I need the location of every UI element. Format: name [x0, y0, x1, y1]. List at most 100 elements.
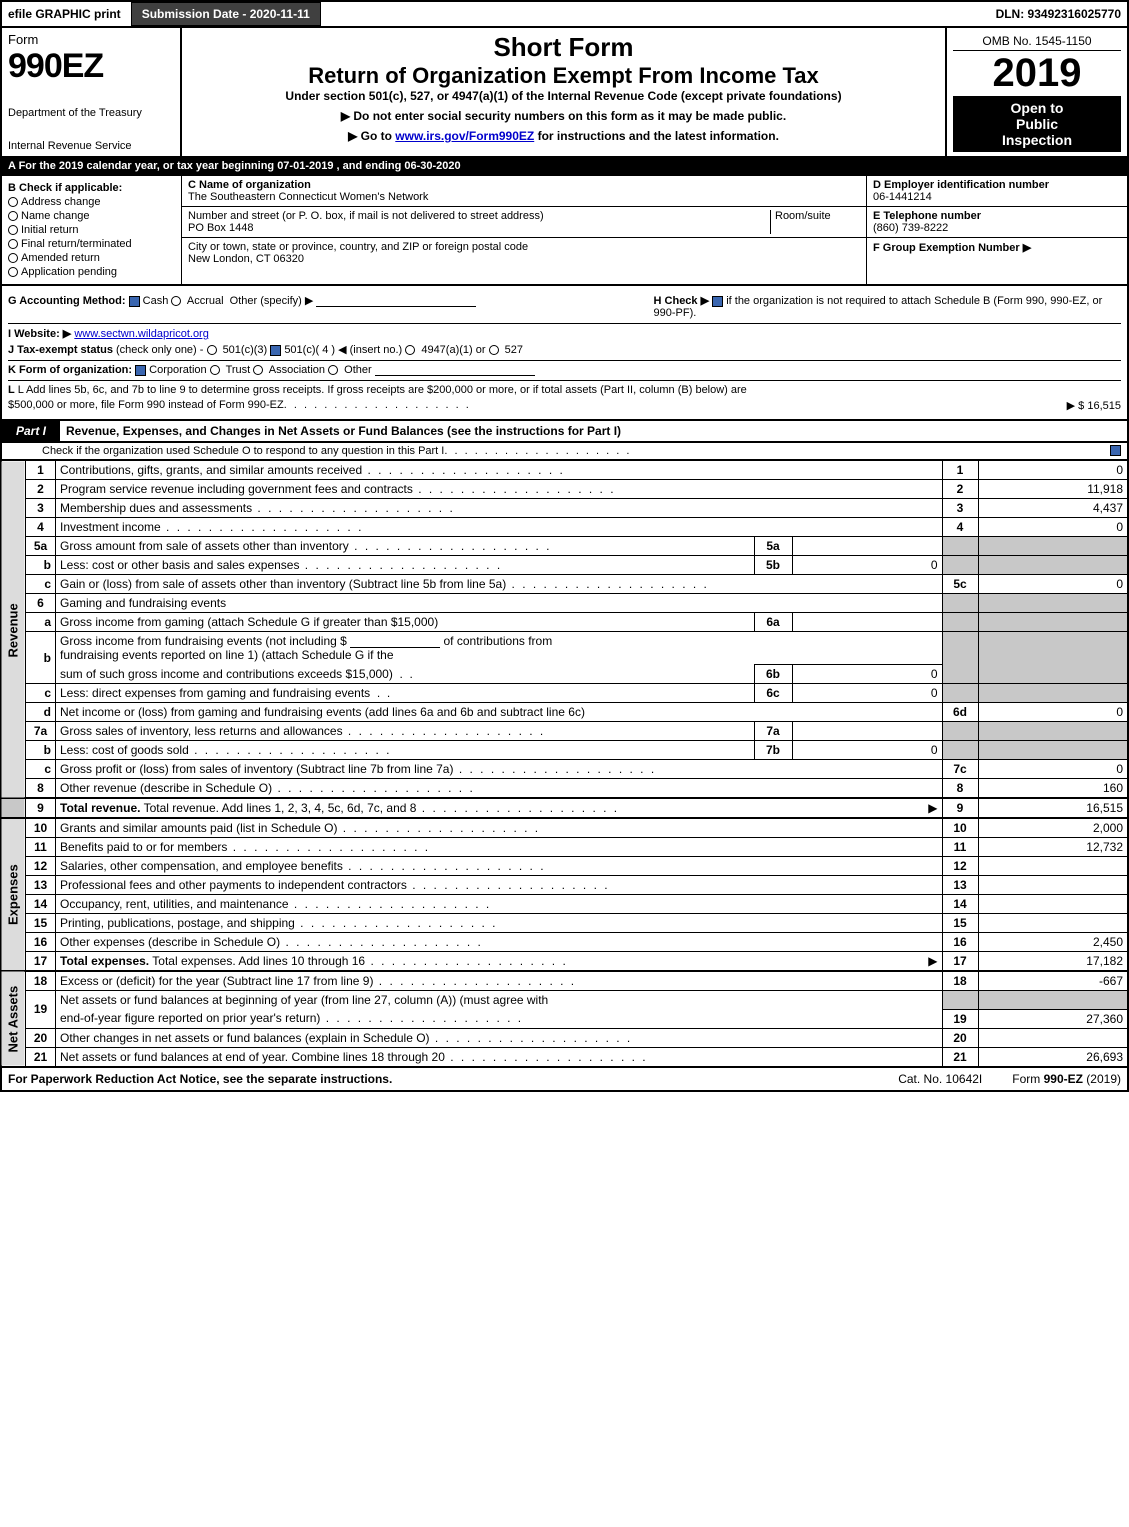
section-d: D Employer identification number 06-1441… — [867, 176, 1127, 284]
row-num: 12 — [26, 857, 56, 876]
part1-check-instruction: Check if the organization used Schedule … — [0, 443, 1129, 460]
line-desc: Grants and similar amounts paid (list in… — [60, 821, 540, 835]
form-label: Form — [8, 32, 174, 47]
line-desc: Program service revenue including govern… — [60, 482, 616, 496]
part1-header: Part I Revenue, Expenses, and Changes in… — [0, 421, 1129, 443]
line-amt: 17,182 — [978, 952, 1128, 972]
check-assoc[interactable] — [253, 365, 263, 375]
return-title: Return of Organization Exempt From Incom… — [188, 63, 939, 89]
check-accrual[interactable] — [171, 296, 181, 306]
check-application-pending[interactable] — [8, 267, 18, 277]
b-item-5: Application pending — [21, 266, 117, 278]
form-ref-pre: Form — [1012, 1072, 1043, 1086]
shaded-cell — [978, 632, 1128, 684]
inner-amt: 0 — [792, 684, 942, 703]
line-amt — [978, 895, 1128, 914]
irs-link[interactable]: www.irs.gov/Form990EZ — [395, 129, 534, 143]
check-501c[interactable] — [270, 345, 281, 356]
check-initial-return[interactable] — [8, 225, 18, 235]
check-corp[interactable] — [135, 365, 146, 376]
shaded-cell — [978, 684, 1128, 703]
dln-label: DLN: 93492316025770 — [996, 7, 1127, 21]
line-ref: 4 — [942, 518, 978, 537]
line-ref: 17 — [942, 952, 978, 972]
line-amt: 0 — [978, 760, 1128, 779]
g-other: Other (specify) ▶ — [230, 295, 314, 307]
street-label: Number and street (or P. O. box, if mail… — [188, 210, 770, 222]
room-suite-label: Room/suite — [770, 210, 860, 234]
section-bcd: B Check if applicable: Address change Na… — [0, 175, 1129, 286]
inner-amt — [792, 613, 942, 632]
netassets-side-label: Net Assets — [1, 971, 26, 1067]
line-desc: Benefits paid to or for members — [60, 840, 430, 854]
check-cash[interactable] — [129, 296, 140, 307]
j-opt-1: 501(c)( 4 ) ◀ (insert no.) — [284, 344, 402, 356]
check-address-change[interactable] — [8, 197, 18, 207]
line-ref: 21 — [942, 1047, 978, 1067]
line-ref: 12 — [942, 857, 978, 876]
line-ref: 9 — [942, 798, 978, 818]
k-corp: Corporation — [149, 364, 206, 376]
shaded-cell — [978, 722, 1128, 741]
line-desc: Other revenue (describe in Schedule O) — [60, 781, 475, 795]
h-label: H Check ▶ — [654, 295, 710, 307]
inner-ref: 5b — [754, 556, 792, 575]
inner-amt — [792, 722, 942, 741]
line-ref: 19 — [942, 1009, 978, 1028]
g-cash: Cash — [143, 295, 169, 307]
row-num: 5a — [26, 537, 56, 556]
line-ref: 1 — [942, 461, 978, 480]
line-amt: 0 — [978, 518, 1128, 537]
check-h[interactable] — [712, 296, 723, 307]
row-num: 8 — [26, 779, 56, 799]
tax-year: 2019 — [953, 51, 1121, 96]
inner-ref: 6b — [754, 665, 792, 684]
line-amt: 0 — [978, 575, 1128, 594]
line-desc: Investment income — [60, 520, 363, 534]
check-501c3[interactable] — [207, 345, 217, 355]
shaded-cell — [942, 741, 978, 760]
omb-number: OMB No. 1545-1150 — [953, 32, 1121, 51]
row-num: 3 — [26, 499, 56, 518]
part1-dots — [444, 445, 1110, 457]
arrow-icon: ▶ — [928, 801, 937, 815]
under-section: Under section 501(c), 527, or 4947(a)(1)… — [188, 89, 939, 103]
inner-ref: 7b — [754, 741, 792, 760]
check-4947[interactable] — [405, 345, 415, 355]
row-num: c — [26, 684, 56, 703]
k-label: K Form of organization: — [8, 364, 132, 376]
check-527[interactable] — [489, 345, 499, 355]
shaded-cell — [942, 684, 978, 703]
check-name-change[interactable] — [8, 211, 18, 221]
line-desc: Less: cost of goods sold — [60, 743, 391, 757]
row-num: 18 — [26, 971, 56, 991]
c-label: C Name of organization — [188, 179, 860, 191]
check-other-org[interactable] — [328, 365, 338, 375]
website-link[interactable]: www.sectwn.wildapricot.org — [74, 328, 209, 340]
e-label: E Telephone number — [873, 210, 1121, 222]
form-header: Form 990EZ Department of the Treasury In… — [0, 28, 1129, 158]
line-desc: Total expenses. Add lines 10 through 16 — [152, 954, 568, 968]
line-desc: Contributions, gifts, grants, and simila… — [60, 463, 565, 477]
ssn-warning: ▶ Do not enter social security numbers o… — [188, 109, 939, 123]
row-num: 20 — [26, 1028, 56, 1047]
check-amended-return[interactable] — [8, 253, 18, 263]
line-amt: 0 — [978, 461, 1128, 480]
form-ref-bold: 990-EZ — [1044, 1072, 1083, 1086]
line-desc-19-1: Net assets or fund balances at beginning… — [60, 993, 548, 1007]
line-desc: Other expenses (describe in Schedule O) — [60, 935, 483, 949]
line-amt — [978, 914, 1128, 933]
k-other-blank — [375, 375, 535, 376]
check-part1-schedule-o[interactable] — [1110, 445, 1121, 456]
line-amt: 12,732 — [978, 838, 1128, 857]
line-desc: Printing, publications, postage, and shi… — [60, 916, 498, 930]
open-to-public: Open to Public Inspection — [953, 96, 1121, 152]
check-final-return[interactable] — [8, 239, 18, 249]
line-amt: 16,515 — [978, 798, 1128, 818]
line-ref: 5c — [942, 575, 978, 594]
street-value: PO Box 1448 — [188, 222, 770, 234]
check-trust[interactable] — [210, 365, 220, 375]
submission-date-button[interactable]: Submission Date - 2020-11-11 — [131, 2, 321, 26]
shaded-cell — [978, 991, 1128, 1010]
inner-amt — [792, 537, 942, 556]
